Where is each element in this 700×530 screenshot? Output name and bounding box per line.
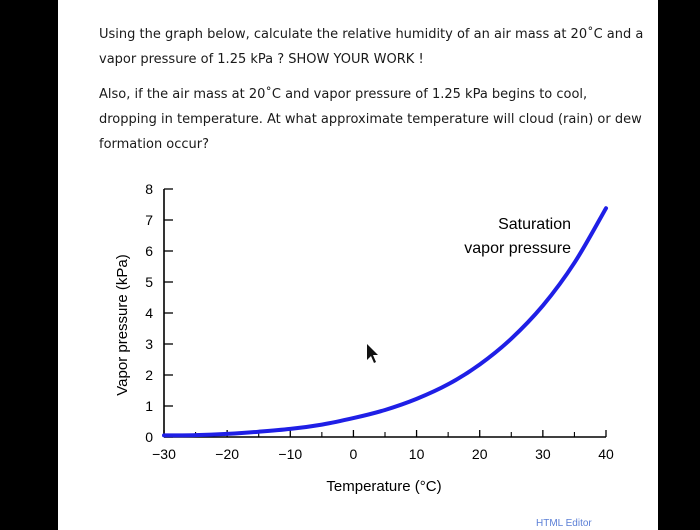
x-tick-label: 0 <box>350 446 358 462</box>
y-tick-label: 6 <box>145 243 153 259</box>
y-tick-label: 1 <box>145 398 153 414</box>
y-axis-title: Vapor pressure (kPa) <box>114 254 131 395</box>
y-tick-label: 7 <box>145 212 153 228</box>
y-tick-label: 8 <box>145 181 153 197</box>
curve-label-line2: vapor pressure <box>464 240 571 257</box>
chart-ticks: −30 −20 −10 0 10 20 30 40 0 1 2 3 4 5 6 7 8 <box>145 181 614 462</box>
x-tick-label: 10 <box>409 446 425 462</box>
y-tick-label: 0 <box>145 429 153 445</box>
watermark: HTML Editor <box>536 518 592 529</box>
x-tick-label: −20 <box>215 446 239 462</box>
y-tick-label: 5 <box>145 274 153 290</box>
vapor-pressure-chart: −30 −20 −10 0 10 20 30 40 0 1 2 3 4 5 6 7 8 Vapor pressu… <box>114 181 614 495</box>
x-tick-label: 20 <box>472 446 488 462</box>
y-tick-label: 2 <box>145 367 153 383</box>
x-tick-label: 40 <box>598 446 614 462</box>
y-tick-label: 3 <box>145 336 153 352</box>
x-tick-label: −30 <box>152 446 176 462</box>
x-tick-label: 30 <box>535 446 551 462</box>
curve-label-line1: Saturation <box>498 216 571 233</box>
question-paragraph-1: Using the graph below, calculate the rel… <box>99 27 644 67</box>
x-axis-title: Temperature (°C) <box>326 478 441 495</box>
question-paragraph-2: Also, if the air mass at 20˚C and vapor … <box>99 87 642 152</box>
chart-series <box>162 206 608 438</box>
worksheet-panel: Using the graph below, calculate the rel… <box>58 0 658 530</box>
saturation-vapor-pressure-line <box>162 206 608 438</box>
y-tick-label: 4 <box>145 305 153 321</box>
question-text: Using the graph below, calculate the rel… <box>99 22 644 167</box>
cursor-arrow-icon <box>367 344 378 363</box>
x-tick-label: −10 <box>278 446 302 462</box>
